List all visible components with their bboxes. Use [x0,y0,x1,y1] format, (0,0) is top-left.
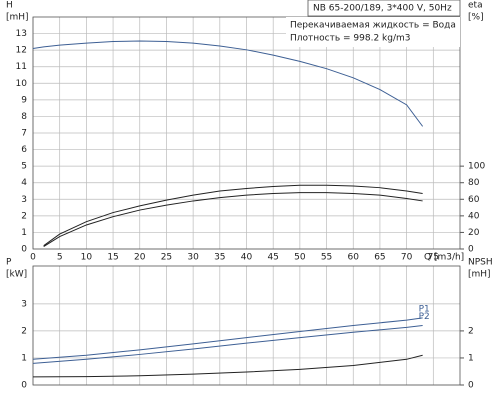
header-box [307,0,461,17]
x-tick-label: 10 [81,253,93,263]
y-tick-label: 4 [21,178,27,188]
y-tick-label: 8 [21,112,27,122]
x-tick-label: 35 [214,253,225,263]
y2-axis-label: [mH] [468,270,491,280]
y2-axis-label: eta [468,1,483,11]
series-line [32,40,424,127]
x-axis-label: Q [m3/h] [424,253,464,263]
series-label: P2 [419,312,430,322]
y-axis-label: [kW] [6,270,27,280]
y2-tick-label: 2 [468,326,474,336]
y2-tick-label: 0 [468,245,474,255]
x-tick-label: 40 [241,253,253,263]
note: Плотность = 998.2 kg/m3 [290,34,411,44]
y2-tick-label: 60 [468,195,480,205]
x-tick-label: 20 [134,253,146,263]
y-axis-label: [mH] [6,13,29,23]
x-tick-label: 75 [428,253,439,263]
y2-tick-label: 0 [468,381,474,391]
series-line [32,354,423,378]
x-tick-label: 5 [57,253,63,263]
x-tick-label: 25 [161,253,172,263]
x-tick-label: 0 [30,253,36,263]
y-tick-label: 7 [21,129,27,139]
y-axis-label: P [6,258,12,268]
y2-axis-label: [%] [468,13,484,23]
y-tick-label: 0 [21,245,27,255]
x-tick-label: 65 [374,253,385,263]
y2-tick-label: 1 [468,353,474,363]
x-tick-label: 60 [348,253,360,263]
y-tick-label: 9 [21,95,27,105]
series-line [32,325,423,364]
y2-tick-label: 80 [468,178,480,188]
y-tick-label: 1 [21,228,27,238]
y2-tick-label: 20 [468,228,480,238]
x-tick-label: 15 [107,253,118,263]
y-tick-label: 10 [16,79,28,89]
y-tick-label: 3 [21,195,27,205]
y2-tick-label: 100 [468,162,485,172]
series-label: P1 [419,304,430,314]
plot-frame [32,16,461,250]
y-tick-label: 3 [21,299,27,309]
header: NB 65-200/189, 3*400 V, 50Hz [313,4,452,14]
y-tick-label: 2 [21,326,27,336]
plot-frame [32,265,461,386]
y2-tick-label: 40 [468,211,480,221]
series-line [32,317,423,360]
y-tick-label: 13 [16,29,27,39]
series-line [43,192,423,247]
y-tick-label: 11 [16,62,27,72]
y-tick-label: 2 [21,211,27,221]
y-tick-label: 12 [16,46,27,56]
y2-axis-label: NPSH [468,258,493,268]
x-tick-label: 45 [267,253,278,263]
note: Перекачиваемая жидкость = Вода [290,21,456,31]
y-tick-label: 6 [21,145,27,155]
y-tick-label: 0 [21,381,27,391]
y-axis-label: H [6,1,13,11]
notes-box [286,17,460,47]
y-tick-label: 5 [21,162,27,172]
series-line [43,184,423,247]
x-tick-label: 55 [321,253,332,263]
x-tick-label: 30 [187,253,199,263]
x-tick-label: 50 [294,253,306,263]
y-tick-label: 1 [21,353,27,363]
x-tick-label: 70 [401,253,413,263]
